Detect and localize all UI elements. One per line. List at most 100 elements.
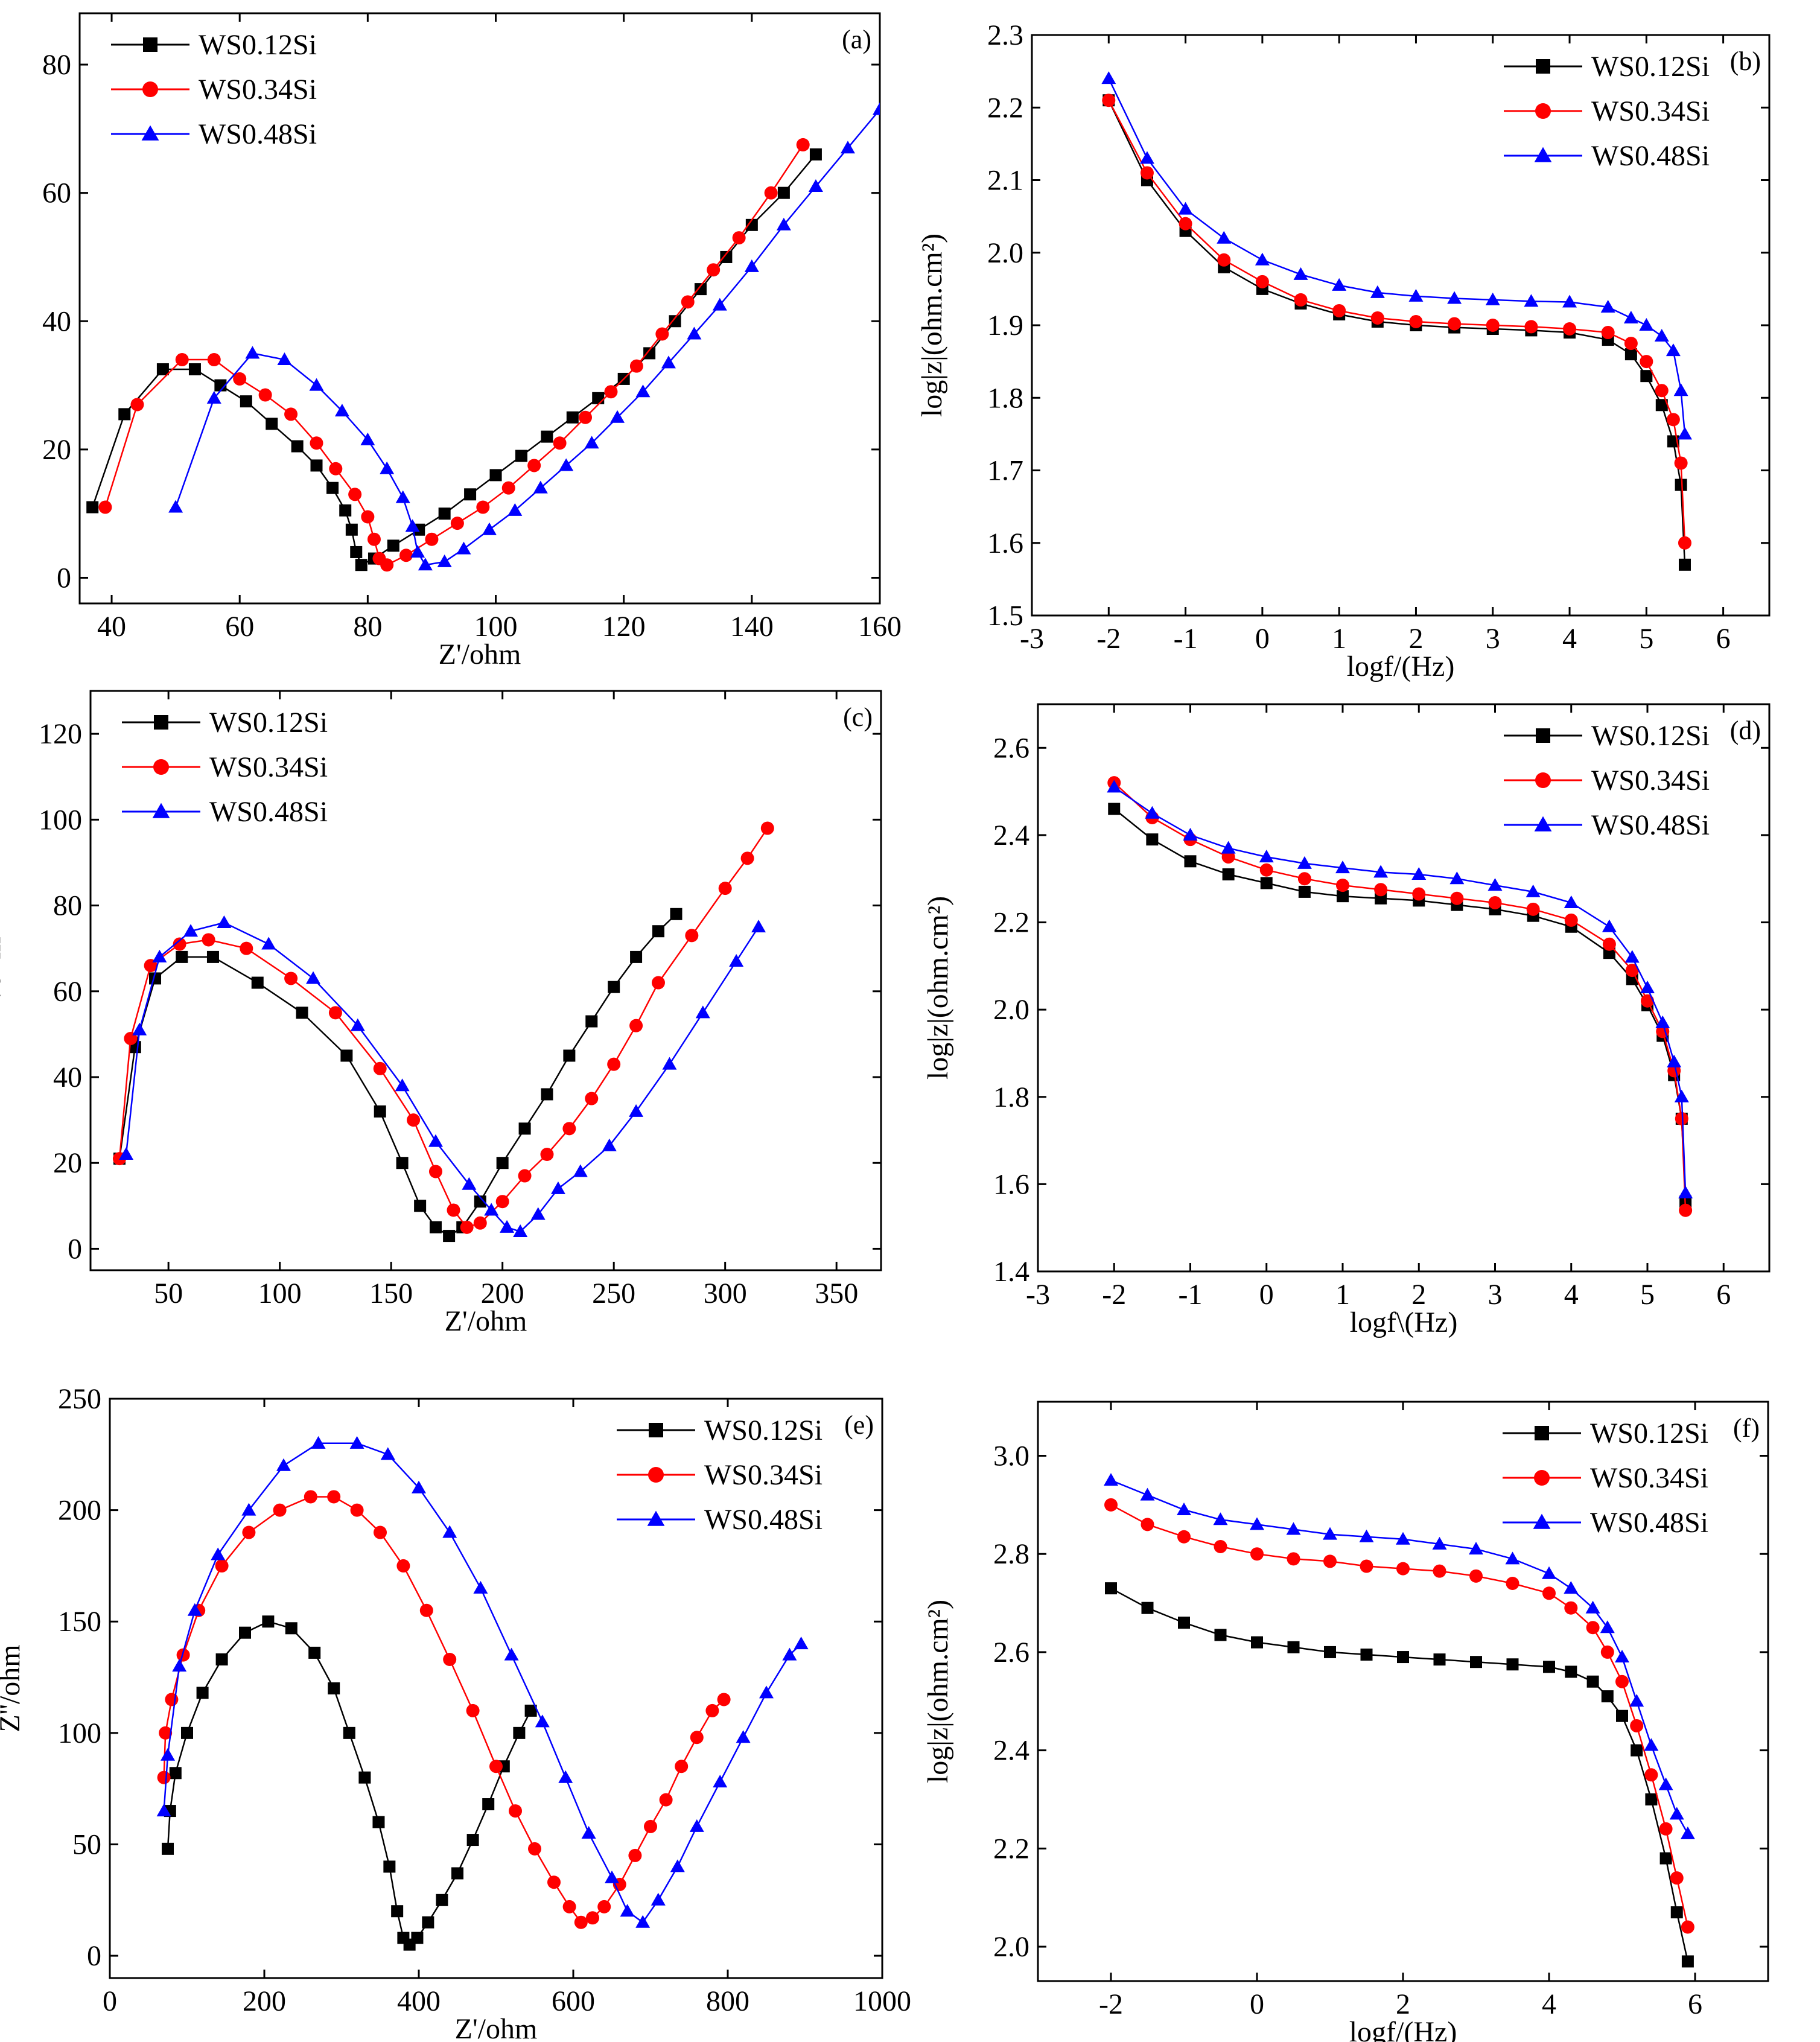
data-point (1177, 1530, 1191, 1544)
data-point (740, 851, 754, 865)
data-point (1667, 1054, 1682, 1067)
panel-label: (d) (1730, 716, 1761, 745)
data-point (261, 937, 276, 950)
data-point (340, 1049, 353, 1062)
x-tick-label: 0 (1259, 1279, 1274, 1311)
series-WS0.12Si (1108, 803, 1692, 1208)
legend-label: WS0.48Si (1590, 1507, 1708, 1539)
data-point (1108, 803, 1121, 815)
data-point (1659, 1852, 1672, 1865)
data-point (130, 398, 144, 412)
y-axis-title: log|z|(ohm.cm²) (922, 896, 954, 1080)
data-point (296, 1007, 308, 1019)
y-tick-label: 1.6 (993, 1168, 1029, 1200)
data-point (513, 1726, 526, 1739)
data-point (1601, 326, 1615, 340)
plot-area (1107, 776, 1693, 1217)
data-point (1469, 1542, 1483, 1555)
y-tick-label: 0 (87, 1940, 101, 1972)
x-tick-label: 350 (815, 1277, 858, 1309)
data-point (1104, 1473, 1118, 1486)
data-point (262, 1615, 275, 1628)
data-point (418, 558, 433, 571)
y-tick-label: 2.6 (993, 732, 1029, 764)
series-WS0.12Si (113, 908, 682, 1242)
x-axis-title: logf/(Hz) (1349, 2016, 1457, 2042)
data-point (1360, 1648, 1373, 1661)
x-tick-label: 50 (154, 1277, 183, 1309)
data-point (168, 500, 183, 513)
data-point (586, 1911, 599, 1925)
data-point (1374, 883, 1388, 897)
data-point (687, 326, 702, 340)
data-point (1337, 890, 1349, 903)
data-point (508, 503, 523, 516)
data-point (183, 924, 199, 937)
y-tick-label: 2.0 (993, 1931, 1029, 1963)
x-axis-title: Z'/ohm (445, 1305, 527, 1337)
data-point (438, 507, 451, 520)
data-point (547, 1875, 561, 1889)
series-WS0.48Si (156, 1436, 809, 1928)
data-point (284, 407, 298, 421)
legend-label: WS0.48Si (1591, 140, 1710, 172)
data-point (1542, 1586, 1556, 1600)
data-point (608, 981, 620, 993)
data-point (524, 1704, 537, 1717)
data-point (1255, 275, 1269, 288)
data-point (1645, 1793, 1658, 1805)
data-point (484, 1203, 499, 1216)
data-point (86, 501, 99, 514)
series-line (163, 1442, 802, 1924)
data-point (1678, 536, 1691, 550)
y-tick-label: 2.8 (993, 1538, 1029, 1570)
data-point (396, 1157, 409, 1169)
x-tick-label: 1 (1332, 623, 1346, 655)
data-point (1678, 558, 1691, 571)
data-point (873, 102, 880, 115)
x-tick-label: 140 (730, 611, 774, 643)
data-point (428, 1134, 443, 1147)
data-point (496, 1157, 509, 1169)
y-tick-label: 60 (42, 177, 71, 209)
data-point (1488, 896, 1502, 909)
data-point (782, 1647, 797, 1661)
legend-marker (153, 759, 169, 775)
chart-panel-f: -2 0 2 4 6 2.0 2.2 2.4 2.6 2.8 3.0 logf/(Hz) log|z|(… (922, 1401, 1769, 2042)
data-point (1259, 863, 1273, 877)
data-point (777, 186, 790, 199)
x-tick-label: 40 (97, 611, 126, 643)
data-point (1409, 314, 1423, 328)
y-tick-label: 40 (42, 305, 71, 337)
data-point (1644, 1738, 1659, 1751)
x-tick-label: 2 (1411, 1279, 1426, 1311)
data-point (358, 1771, 371, 1784)
data-point (1564, 1581, 1579, 1594)
y-tick-label: 80 (53, 890, 82, 922)
data-point (1615, 1650, 1629, 1663)
data-point (1221, 841, 1236, 854)
data-point (1145, 806, 1160, 819)
data-point (436, 1894, 448, 1906)
data-point (501, 481, 515, 495)
data-point (464, 488, 477, 501)
y-tick-label: 2.4 (993, 819, 1029, 851)
y-tick-label: 2.2 (993, 907, 1029, 939)
y-tick-label: 1.4 (993, 1256, 1029, 1288)
panel-label: (f) (1733, 1413, 1760, 1443)
data-point (345, 523, 358, 536)
legend: WS0.12Si WS0.34Si WS0.48Si (1503, 1417, 1708, 1539)
x-tick-label: 100 (258, 1277, 302, 1309)
data-point (1222, 868, 1235, 880)
data-point (173, 937, 186, 951)
data-point (1670, 1906, 1683, 1919)
data-point (1101, 71, 1116, 84)
data-point (681, 295, 695, 309)
x-tick-label: 0 (1255, 623, 1270, 655)
data-point (187, 1603, 202, 1616)
data-point (605, 1870, 619, 1883)
x-tick-label: 150 (369, 1277, 413, 1309)
chart-panel-c: 50 100 150 200 250 300 350 0 20 40 60 80 100 120 Z'/oh… (0, 690, 882, 1337)
series-line (1110, 1480, 1688, 1834)
